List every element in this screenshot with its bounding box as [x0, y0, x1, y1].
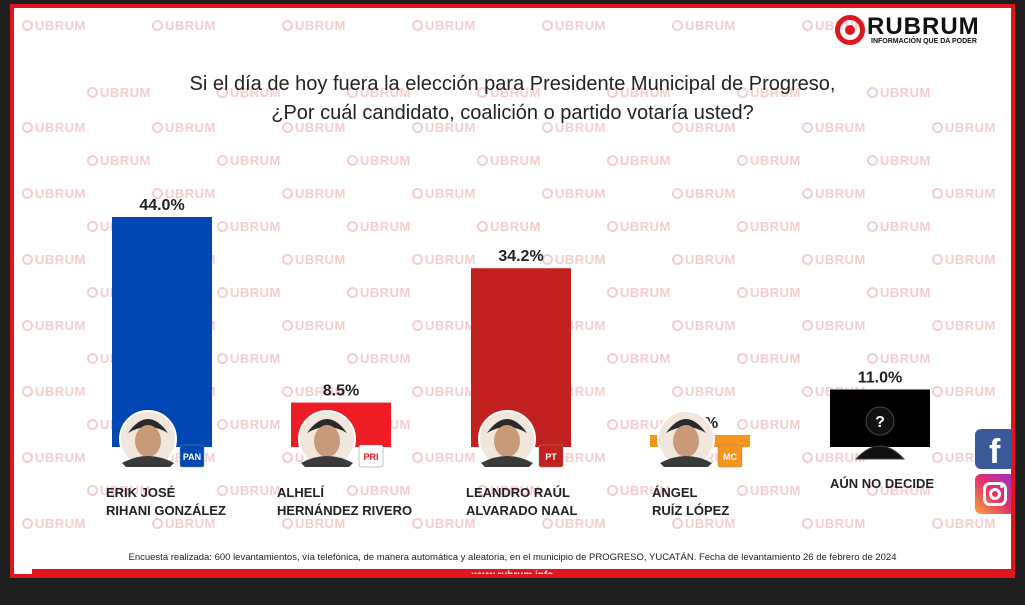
infographic-frame: UBRUM UBRUM UBRUM UBRUM UBRUM UBRUM UBRUM UBRUM…	[10, 4, 1015, 578]
instagram-icon[interactable]	[975, 474, 1011, 514]
candidate-name: ALHELÍ HERNÁNDEZ RIVERO	[277, 484, 412, 520]
party-logo-icon	[717, 444, 743, 468]
social-icons: f	[975, 429, 1011, 519]
party-badge-text: MC	[723, 452, 737, 462]
candidate-name: ÁNGEL RUÍZ LÓPEZ	[652, 484, 729, 520]
bar-group: 2.3%MC	[650, 410, 750, 468]
candidate-face	[314, 425, 340, 457]
data-label: 44.0%	[139, 197, 184, 214]
brand-name: RUBRUM	[867, 13, 980, 40]
candidate-name-line-2: HERNÁNDEZ RIVERO	[277, 503, 413, 518]
brand-tagline: INFORMACIÓN QUE DA PODER	[871, 38, 977, 45]
title-line-1: Si el día de hoy fuera la elección para …	[189, 73, 836, 95]
candidate-name-line-1: ERIK JOSÉ	[106, 485, 176, 500]
candidate-face	[494, 425, 520, 457]
bar-group: 8.5% PRI	[291, 383, 391, 468]
candidate-shirt	[122, 456, 174, 467]
unknown-person-body	[854, 445, 906, 460]
bar-group: 11.0%?	[830, 370, 930, 460]
footer-band	[32, 569, 1011, 574]
party-badge-text: PAN	[183, 452, 201, 462]
logo-ring-icon	[835, 15, 865, 45]
unknown-person-icon	[865, 406, 895, 436]
candidate-name-line-2: RUÍZ LÓPEZ	[652, 503, 730, 518]
party-logo-icon	[179, 444, 205, 468]
data-label: 8.5%	[323, 383, 359, 400]
bar-group: 34.2% PT	[471, 248, 571, 468]
data-label: 11.0%	[858, 370, 902, 387]
survey-footnote: Encuesta realizada: 600 levantamientos, …	[128, 552, 897, 563]
chart-title: Si el día de hoy fuera la elección para …	[14, 70, 1011, 128]
bar	[112, 217, 212, 447]
candidate-shirt	[481, 456, 533, 467]
candidate-name-line-2: ALVARADO NAAL	[466, 503, 578, 518]
candidate-name: AÚN NO DECIDE	[830, 475, 934, 493]
candidate-shirt	[660, 456, 712, 467]
bottom-strip	[0, 582, 1025, 605]
footer-url[interactable]: www.rubrum.info	[471, 570, 554, 578]
candidate-face	[673, 425, 699, 457]
bar-group: 44.0% PAN	[112, 197, 212, 468]
party-badge-text: PT	[545, 452, 557, 462]
question-mark-icon: ?	[875, 414, 885, 431]
bar-chart: 44.0% PAN 8.5% PRI 34.2% PT 2.3%MC 11.0%?	[112, 197, 930, 468]
brand-logo: RUBRUM INFORMACIÓN QUE DA PODER	[835, 13, 985, 49]
candidate-shirt	[301, 456, 353, 467]
candidate-name-line-1: AÚN NO DECIDE	[830, 476, 935, 491]
party-logo-icon	[358, 444, 384, 468]
data-label: 34.2%	[498, 248, 543, 265]
party-logo-icon	[538, 444, 564, 468]
party-badge-text: PRI	[363, 452, 378, 462]
candidate-name-line-1: LEANDRO RAÚL	[466, 485, 570, 500]
facebook-icon[interactable]: f	[975, 429, 1011, 471]
candidate-name-line-1: ALHELÍ	[277, 485, 324, 500]
candidate-name-line-2: RIHANI GONZÁLEZ	[106, 503, 226, 518]
candidate-name: ERIK JOSÉ RIHANI GONZÁLEZ	[106, 484, 226, 520]
candidate-name-line-1: ÁNGEL	[652, 485, 698, 500]
candidate-face	[135, 425, 161, 457]
title-line-2: ¿Por cuál candidato, coalición o partido…	[271, 102, 754, 124]
candidate-name: LEANDRO RAÚL ALVARADO NAAL	[466, 484, 577, 520]
